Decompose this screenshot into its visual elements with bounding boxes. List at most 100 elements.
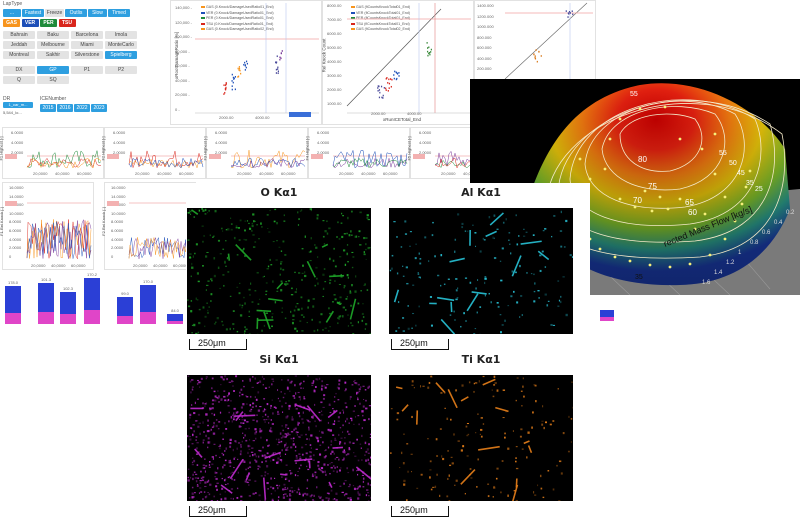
eds-map-2-pixel-410	[192, 386, 194, 388]
eds-map-0-pixel-70	[298, 218, 300, 220]
lap-type-button-4[interactable]: Slow	[88, 9, 107, 17]
eds-map-2-pixel-706	[271, 383, 272, 385]
contour-dot-19	[667, 208, 670, 211]
eds-map-1-pixel-8	[500, 314, 502, 315]
eds-map-2-pixel-41	[240, 444, 241, 445]
eds-map-2-pixel-321	[270, 427, 271, 429]
eds-map-0-pixel-153	[340, 303, 341, 305]
dr-sub: 5,544_lo...	[3, 110, 22, 115]
eds-map-2-pixel-537	[307, 375, 309, 376]
track-button-sakhir[interactable]: Sakhir	[37, 51, 69, 59]
eds-scale-label-si: 250μm	[198, 505, 226, 515]
track-button-montecarlo[interactable]: MonteCarlo	[105, 41, 137, 49]
lap-type-button-2[interactable]: Freeze	[45, 9, 64, 17]
session-button-q[interactable]: Q	[3, 76, 35, 84]
track-button-miami[interactable]: Miami	[71, 41, 103, 49]
team-button-per[interactable]: PER	[40, 19, 57, 27]
eds-map-1-pixel-9	[418, 273, 420, 275]
contour-dot-5	[614, 256, 617, 259]
track-button-melbourne[interactable]: Melbourne	[37, 41, 69, 49]
eds-map-2-pixel-751	[280, 456, 281, 458]
eds-map-2-pixel-294	[341, 438, 343, 439]
eds-map-0-pixel-81	[192, 325, 193, 326]
track-button-jeddah[interactable]: Jeddah	[3, 41, 35, 49]
eds-map-0-pixel-333	[282, 269, 284, 271]
track-button-silverstone[interactable]: Silverstone	[71, 51, 103, 59]
eds-map-1-pixel-139	[534, 291, 536, 292]
eds-map-2-pixel-269	[189, 417, 191, 419]
lap-type-button-3[interactable]: Outlis	[65, 9, 87, 17]
eds-map-3-pixel-73	[474, 383, 475, 385]
session-button-p1[interactable]: P1	[71, 66, 103, 74]
session-button-dx[interactable]: DX	[3, 66, 35, 74]
eds-map-2-pixel-292	[249, 446, 251, 447]
eds-map-2-pixel-344	[320, 437, 322, 438]
eds-map-2-pixel-875	[259, 428, 261, 429]
eds-map-0-pixel-371	[311, 209, 312, 211]
year-button-2022[interactable]: 2022	[74, 104, 90, 112]
eds-map-1-pixel-31	[480, 250, 482, 252]
eds-map-2-pixel-36	[237, 459, 238, 460]
eds-map-3-pixel-27	[503, 389, 505, 391]
eds-map-2-pixel-44	[255, 396, 256, 397]
eds-map-2-pixel-810	[297, 434, 298, 436]
eds-map-0-pixel-221	[344, 287, 345, 288]
eds-map-2-pixel-488	[188, 477, 190, 478]
track-button-imola[interactable]: Imola	[105, 31, 137, 39]
stacked-bar-segment-blue-5	[140, 285, 156, 312]
eds-map-2-pixel-506	[240, 450, 242, 452]
eds-map-2-pixel-364	[339, 412, 341, 414]
top-chart-1-point-22	[238, 76, 239, 78]
eds-map-2-pixel-600	[362, 427, 363, 429]
year-button-2016[interactable]: 2016	[57, 104, 73, 112]
eds-map-0-pixel-362	[324, 230, 326, 232]
lap-type-label: LapType	[3, 1, 22, 7]
eds-map-2-pixel-652	[272, 487, 274, 489]
eds-map-2-pixel-639	[252, 406, 254, 408]
lap-type-button-1[interactable]: Fastest	[22, 9, 44, 17]
eds-map-2-pixel-755	[203, 442, 204, 444]
track-button-barcelona[interactable]: Barcelona	[71, 31, 103, 39]
team-button-ver[interactable]: VER	[22, 19, 39, 27]
eds-map-2-pixel-526	[290, 446, 292, 448]
eds-map-1-pixel-7	[474, 232, 476, 233]
eds-map-2-pixel-175	[291, 473, 292, 474]
eds-map-0-pixel-137	[338, 318, 339, 320]
lap-type-button-5[interactable]: Timed	[108, 9, 130, 17]
eds-map-0-pixel-195	[258, 303, 260, 304]
eds-map-1-pixel-55	[396, 236, 398, 238]
eds-map-3-pixel-152	[477, 414, 479, 415]
eds-map-3-pixel-89	[558, 500, 560, 501]
eds-map-0-pixel-52	[244, 229, 246, 231]
year-button-2023[interactable]: 2023	[91, 104, 107, 112]
eds-map-2-pixel-665	[342, 492, 344, 493]
eds-map-1-pixel-4	[403, 276, 405, 277]
eds-map-3-pixel-122	[453, 433, 455, 435]
contour-dot-28	[724, 196, 727, 199]
eds-map-2-pixel-530	[245, 469, 247, 471]
team-button-tsu[interactable]: TSU	[59, 19, 76, 27]
eds-map-3-pixel-55	[466, 426, 468, 428]
year-button-2015[interactable]: 2015	[40, 104, 56, 112]
eds-map-2-pixel-529	[258, 382, 259, 383]
session-button-gp[interactable]: GP	[37, 66, 69, 74]
eds-map-0-pixel-267	[202, 225, 204, 226]
eds-map-1-pixel-38	[465, 231, 466, 232]
track-button-bahrain[interactable]: Bahrain	[3, 31, 35, 39]
eds-map-0-pixel-49	[226, 328, 228, 330]
eds-map-2-pixel-629	[216, 489, 218, 491]
dr-select[interactable]: 1_car_m...	[3, 102, 33, 108]
lap-type-button-0[interactable]: ...	[3, 9, 21, 17]
track-button-montreal[interactable]: Montreal	[3, 51, 35, 59]
eds-map-2-pixel-802	[337, 399, 339, 400]
eds-map-0-pixel-180	[356, 236, 357, 238]
session-button-p2[interactable]: P2	[105, 66, 137, 74]
eds-map-2-pixel-276	[353, 410, 355, 412]
session-button-sq[interactable]: SQ	[37, 76, 69, 84]
eds-map-2-pixel-415	[212, 407, 214, 409]
eds-map-0-pixel-205	[239, 240, 241, 241]
eds-map-0-pixel-291	[272, 316, 273, 318]
track-button-spielberg[interactable]: Spielberg	[105, 51, 137, 59]
team-button-gas[interactable]: GAS	[3, 19, 20, 27]
track-button-baku[interactable]: Baku	[37, 31, 69, 39]
